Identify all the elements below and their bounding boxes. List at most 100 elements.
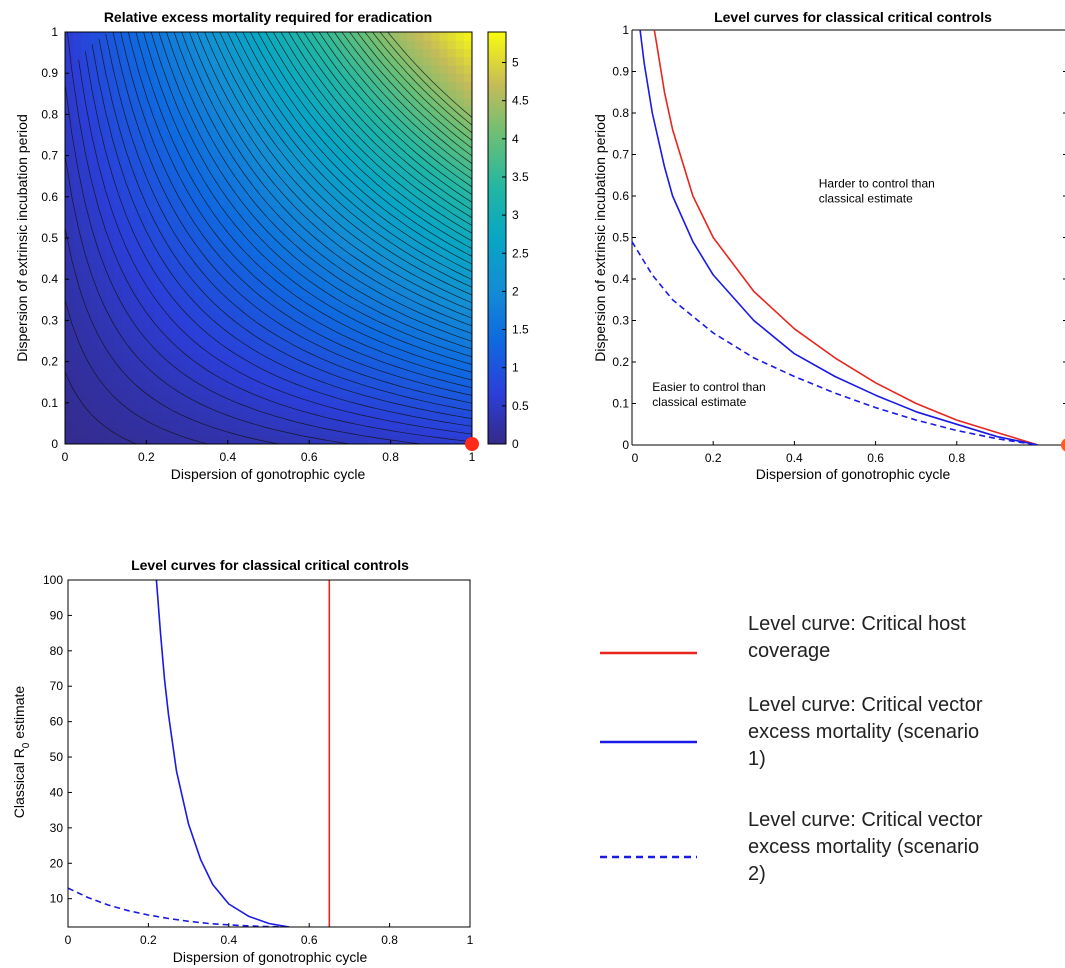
heatmap-y-label: Dispersion of extrinsic incubation perio…	[14, 114, 30, 361]
heatmap-cell	[374, 246, 384, 256]
heatmap-cell	[374, 419, 384, 429]
heatmap-cell	[317, 361, 327, 371]
heatmap-cell	[89, 419, 99, 429]
heatmap-cell	[195, 196, 204, 206]
heatmap-cell	[219, 48, 229, 58]
heatmap-cell	[374, 180, 384, 190]
heatmap-cell	[162, 205, 172, 214]
heatmap-cell	[317, 205, 327, 214]
heatmap-cell	[398, 221, 408, 231]
heatmap-cell	[170, 130, 180, 140]
heatmap-y-tick-label: 0.3	[41, 313, 58, 327]
heatmap-cell	[284, 279, 294, 289]
heatmap-cell	[138, 295, 147, 305]
heatmap-cell	[235, 188, 245, 198]
heatmap-cell	[227, 147, 237, 157]
heatmap-cell	[366, 97, 375, 107]
heatmap-cell	[349, 163, 359, 173]
heatmap-cell	[398, 213, 408, 223]
heatmap-cell	[97, 180, 107, 190]
heatmap-cell	[358, 180, 367, 190]
heatmap-cell	[235, 73, 245, 83]
heatmap-cell	[113, 386, 123, 396]
heatmap-cell	[178, 40, 188, 50]
heatmap-cell	[382, 411, 392, 420]
heatmap-cell	[187, 56, 196, 66]
heatmap-cell	[349, 213, 359, 223]
heatmap-cell	[146, 73, 156, 83]
heatmap-cell	[415, 73, 424, 83]
heatmap-cell	[81, 180, 91, 190]
heatmap-cell	[195, 238, 204, 247]
heatmap-cell	[235, 394, 245, 404]
heatmap-cell	[121, 411, 131, 420]
heatmap-cell	[121, 435, 131, 444]
heatmap-cell	[73, 229, 82, 239]
heatmap-cell	[292, 295, 302, 305]
heatmap-cell	[260, 353, 270, 363]
heatmap-cell	[130, 205, 139, 214]
heatmap-cell	[162, 295, 172, 305]
heatmap-cell	[276, 122, 286, 132]
heatmap-cell	[358, 394, 367, 404]
heatmap-cell	[105, 97, 115, 107]
heatmap-cell	[89, 369, 99, 379]
heatmap-cell	[292, 56, 302, 66]
level-top-annotation-0: Harder to control than	[819, 177, 935, 191]
heatmap-cell	[398, 196, 408, 206]
heatmap-cell	[333, 345, 343, 354]
colorbar-tick-label: 4	[512, 132, 519, 146]
heatmap-cell	[178, 196, 188, 206]
heatmap-cell	[358, 48, 367, 58]
heatmap-cell	[447, 295, 457, 305]
heatmap-cell	[374, 97, 384, 107]
heatmap-cell	[170, 40, 180, 50]
heatmap-cell	[333, 188, 343, 198]
heatmap-cell	[406, 56, 416, 66]
heatmap-cell	[162, 32, 172, 41]
level-top-title: Level curves for classical critical cont…	[714, 9, 992, 25]
heatmap-cell	[195, 221, 204, 231]
heatmap-contour-line	[341, 32, 472, 164]
heatmap-cell	[406, 411, 416, 420]
heatmap-cell	[121, 402, 131, 412]
heatmap-cell	[203, 295, 213, 305]
heatmap-cell	[447, 32, 457, 41]
heatmap-cell	[81, 394, 91, 404]
heatmap-cell	[358, 336, 367, 346]
heatmap-cell	[81, 435, 91, 444]
heatmap-cell	[73, 419, 82, 429]
legend-label-2: 2)	[748, 863, 766, 885]
heatmap-cell	[244, 229, 253, 239]
heatmap-cell	[138, 155, 147, 165]
heatmap-cell	[366, 188, 375, 198]
heatmap-cell	[187, 435, 196, 444]
heatmap-cell	[260, 221, 270, 231]
heatmap-cell	[178, 312, 188, 321]
heatmap-cell	[374, 56, 384, 66]
heatmap-cell	[162, 394, 172, 404]
heatmap-cell	[341, 254, 351, 264]
heatmap-cell	[349, 122, 359, 132]
heatmap-cell	[423, 147, 432, 157]
heatmap-cell	[431, 369, 441, 379]
heatmap-cell	[89, 328, 99, 338]
heatmap-contour-line	[257, 32, 472, 250]
heatmap-cell	[349, 188, 359, 198]
heatmap-cell	[390, 130, 400, 140]
heatmap-cell	[130, 320, 139, 330]
heatmap-cell	[260, 369, 270, 379]
colorbar-tick-label: 5	[512, 56, 519, 70]
heatmap-cell	[97, 435, 107, 444]
heatmap-cell	[138, 188, 147, 198]
heatmap-cell	[309, 353, 318, 363]
heatmap-cell	[211, 130, 221, 140]
level-top-y-tick-label: 0.2	[612, 355, 629, 369]
heatmap-cell	[341, 435, 351, 444]
heatmap-cell	[252, 139, 261, 148]
heatmap-cell	[415, 345, 424, 354]
heatmap-cell	[447, 139, 457, 148]
heatmap-cell	[252, 328, 261, 338]
heatmap-cell	[431, 163, 441, 173]
heatmap-cell	[162, 287, 172, 297]
